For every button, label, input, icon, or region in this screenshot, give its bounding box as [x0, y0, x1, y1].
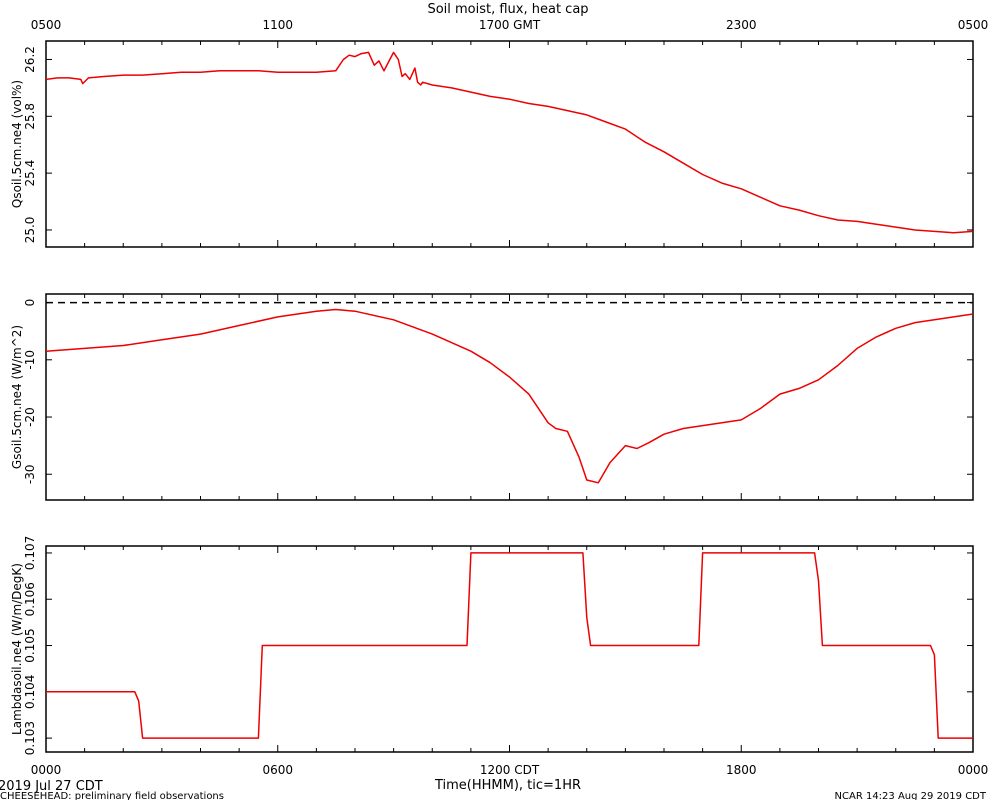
footer-left: CHEESEHEAD: preliminary field observatio… — [0, 791, 224, 800]
panel-3: 0.103 0.104 0.105 0.106 0.107Lambdasoil.ne4 … — [10, 536, 974, 755]
y-tick-label: 26.2 — [23, 46, 37, 73]
y-tick-label: 0.105 — [23, 628, 37, 662]
y-axis-label: Qsoil.5cm.ne4 (vol%) — [10, 80, 24, 208]
y-tick-label: 25.0 — [23, 217, 37, 244]
bottom-tick-label: 0000 — [958, 763, 989, 777]
y-tick-label: 0 — [23, 299, 37, 307]
bottom-tick-label: 0600 — [262, 763, 293, 777]
panels: 25.0 25.4 25.8 26.2 Qsoil.5cm.ne4 (vol%) 0 -10… — [10, 40, 974, 755]
x-axis-label: Time(HHMM), tic=1HR — [434, 778, 581, 793]
top-tick-label: 0500 — [31, 18, 62, 32]
y-tick-label: -30 — [23, 464, 37, 484]
y-tick-label: 0.103 — [23, 721, 37, 755]
bottom-time-axis: 0000 0600 1200 CDT 1800 0000 — [31, 763, 989, 777]
y-axis-label: Gsoil.5cm.ne4 (W/m^2) — [10, 325, 24, 469]
y-tick-label: 25.4 — [23, 160, 37, 187]
y-tick-label: -20 — [23, 407, 37, 427]
bottom-tick-label: 1800 — [726, 763, 757, 777]
top-tick-label: 1700 GMT — [479, 18, 541, 32]
top-tick-label: 0500 — [958, 18, 989, 32]
y-axis-label: Lambdasoil.ne4 (W/m/DegK) — [10, 563, 24, 735]
data-series-line — [45, 308, 974, 484]
footer-right: NCAR 14:23 Aug 29 2019 CDT — [835, 791, 987, 800]
bottom-tick-label: 0000 — [31, 763, 62, 777]
chart-title: Soil moist, flux, heat cap — [427, 2, 588, 17]
data-series-line — [46, 552, 973, 739]
y-tick-label: 0.106 — [23, 582, 37, 616]
y-tick-label: 25.8 — [23, 103, 37, 130]
top-time-axis: 0500 1100 1700 GMT 2300 0500 — [31, 18, 989, 32]
y-tick-label: 0.107 — [23, 536, 37, 570]
bottom-tick-label: 1200 CDT — [480, 763, 540, 777]
y-tick-label: -10 — [23, 350, 37, 370]
top-tick-label: 1100 — [262, 18, 293, 32]
top-tick-label: 2300 — [726, 18, 757, 32]
date-label: 2019 Jul 27 CDT — [0, 779, 103, 794]
plot-frame — [45, 545, 974, 753]
y-tick-label: 0.104 — [23, 675, 37, 709]
plot-frame — [45, 293, 974, 501]
panel-1: 25.0 25.4 25.8 26.2 Qsoil.5cm.ne4 (vol%) — [10, 40, 974, 248]
data-series-line — [45, 51, 974, 234]
